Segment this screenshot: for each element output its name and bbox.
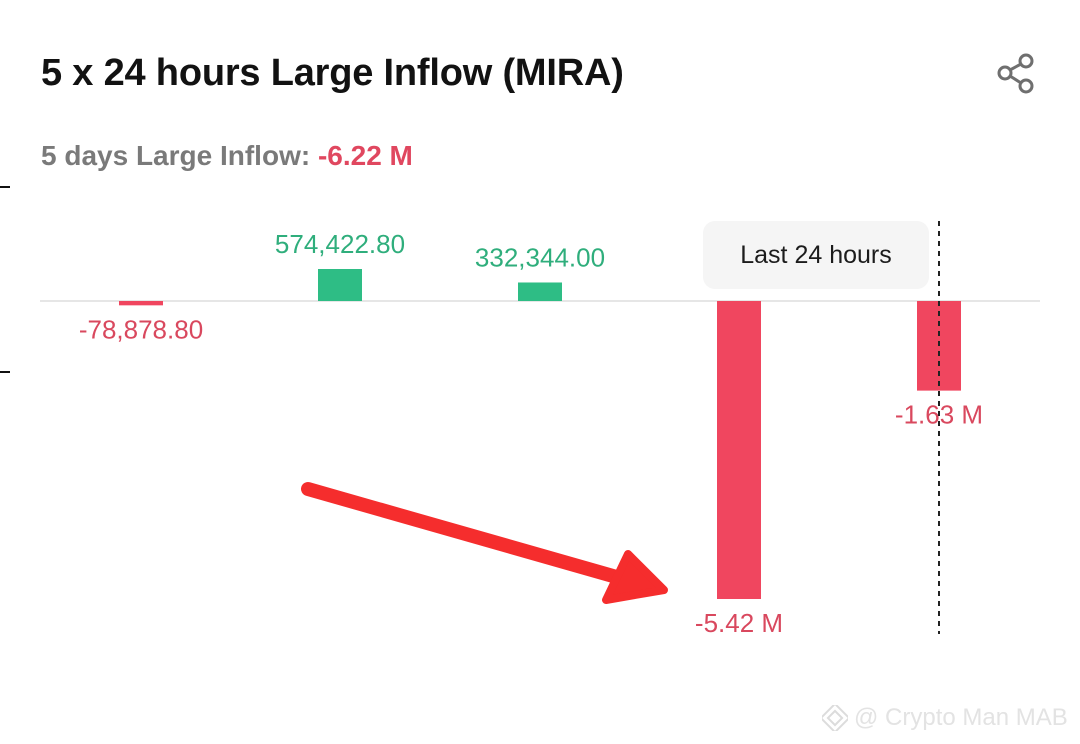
bar-4[interactable] (717, 301, 761, 599)
summary-value: -6.22 M (317, 140, 413, 171)
edge-tick-upper (0, 186, 10, 188)
five-day-summary: 5 days Large Inflow: -6.22 M (41, 140, 413, 172)
data-label-4: -5.42 M (695, 608, 783, 638)
data-label-2: 574,422.80 (275, 229, 405, 259)
bar-2[interactable] (318, 269, 362, 301)
data-label-3: 332,344.00 (475, 242, 605, 272)
bar-1[interactable] (119, 301, 163, 306)
watermark-text: @ Crypto Man MAB (854, 704, 1068, 731)
binance-logo-icon (822, 705, 848, 731)
data-label-1: -78,878.80 (79, 314, 203, 344)
bar-3[interactable] (518, 282, 562, 301)
tooltip-label: Last 24 hours (740, 240, 892, 269)
watermark: @ Crypto Man MAB (822, 704, 1068, 732)
summary-label: 5 days Large Inflow: (41, 140, 311, 171)
share-icon[interactable] (993, 50, 1041, 98)
page-title: 5 x 24 hours Large Inflow (MIRA) (41, 52, 624, 94)
edge-tick-lower (0, 371, 10, 373)
red-arrow (301, 482, 668, 604)
tooltip-last-24-hours: Last 24 hours (703, 221, 929, 289)
